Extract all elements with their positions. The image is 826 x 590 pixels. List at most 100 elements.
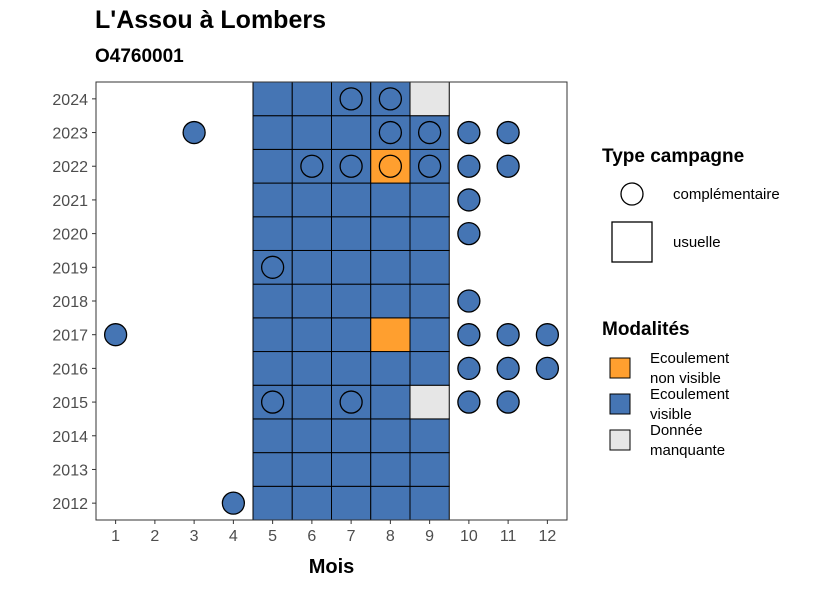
tile-2020-5 (252, 216, 293, 251)
tile-2012-8 (370, 485, 411, 521)
tile-2014-8 (370, 418, 411, 454)
x-tick-label: 2 (150, 528, 159, 545)
tile-2013-7 (331, 452, 372, 487)
tile-2020-6 (291, 216, 332, 251)
point-2022-6 (300, 154, 324, 178)
x-tick-label: 10 (460, 528, 478, 545)
tile-2013-5 (252, 452, 293, 487)
tile-2012-6 (291, 485, 332, 521)
chart-title: L'Assou à Lombers (95, 6, 326, 34)
point-2017-10 (457, 323, 481, 347)
tile-2019-6 (291, 249, 332, 285)
legend-modalites-title: Modalités (602, 319, 690, 340)
tile-2018-9 (409, 283, 450, 319)
tile-2017-5 (252, 317, 293, 353)
tile-2024-5 (252, 81, 293, 117)
x-tick-label: 5 (268, 528, 277, 545)
point-2022-11 (496, 154, 520, 178)
point-2024-8 (378, 87, 403, 111)
legend-type-title: Type campagne (602, 146, 744, 167)
point-2023-9 (417, 120, 442, 145)
y-tick-label: 2018 (52, 294, 88, 311)
x-tick-label: 9 (425, 528, 434, 545)
point-2022-7 (339, 154, 363, 178)
point-2017-11 (496, 323, 520, 347)
tile-2012-9 (409, 485, 450, 521)
tile-2021-6 (291, 182, 332, 218)
tile-2016-8 (370, 351, 411, 386)
point-2015-11 (496, 390, 520, 414)
point-2022-8 (378, 154, 403, 178)
point-2012-4 (221, 491, 246, 515)
legend-type-label: complémentaire (673, 186, 780, 203)
legend-layer: Type campagne complémentaire usuelle Modali… (602, 146, 780, 459)
legend-modalite-label: visible (650, 406, 692, 423)
tile-2020-9 (409, 216, 450, 251)
tile-2017-7 (331, 317, 372, 353)
tile-2016-9 (409, 351, 450, 386)
y-tick-label: 2021 (52, 193, 88, 210)
legend-circle-key (620, 182, 644, 206)
point-2020-10 (457, 221, 481, 246)
chart-subtitle: O4760001 (95, 46, 184, 67)
tile-2015-9 (409, 384, 450, 420)
x-tick-label: 4 (229, 528, 238, 545)
point-2016-10 (457, 356, 481, 381)
tile-2019-7 (331, 249, 372, 285)
point-2019-5 (260, 255, 285, 279)
y-tick-label: 2016 (52, 361, 88, 378)
point-2016-12 (535, 356, 560, 381)
tile-2012-7 (331, 485, 372, 521)
x-axis-title: Mois (309, 556, 355, 578)
tile-2015-6 (291, 384, 332, 420)
tile-2019-8 (370, 249, 411, 285)
tile-2017-9 (409, 317, 450, 353)
tile-2018-5 (252, 283, 293, 319)
legend-modalite-label: Ecoulement (650, 386, 730, 403)
x-tick-label: 8 (386, 528, 395, 545)
axes-layer: 1 2 3 4 5 6 7 8 9 10 11 122012201320142015201620172… (52, 92, 556, 578)
tile-2014-6 (291, 418, 332, 454)
point-2016-11 (496, 356, 520, 381)
x-tick-label: 11 (500, 528, 517, 545)
point-2018-10 (457, 289, 481, 313)
tile-2024-6 (291, 81, 332, 117)
tile-2012-5 (252, 485, 293, 521)
tile-2017-6 (291, 317, 332, 353)
tile-2014-5 (252, 418, 293, 454)
y-tick-label: 2024 (52, 92, 88, 109)
tile-2020-7 (331, 216, 372, 251)
tile-2015-8 (370, 384, 411, 420)
point-2022-10 (457, 154, 481, 178)
tile-2013-9 (409, 452, 450, 487)
y-tick-label: 2020 (52, 227, 88, 244)
tile-2018-6 (291, 283, 332, 319)
y-tick-label: 2017 (52, 328, 88, 345)
y-tick-label: 2023 (52, 126, 88, 143)
tile-2021-5 (252, 182, 293, 218)
legend-modalite-label: Ecoulement (650, 350, 730, 367)
tile-2014-7 (331, 418, 372, 454)
legend-modalite-key (609, 357, 631, 379)
tile-2023-7 (331, 115, 372, 150)
tile-2016-7 (331, 351, 372, 386)
y-tick-label: 2015 (52, 395, 88, 412)
tile-2017-8 (370, 317, 411, 353)
y-tick-label: 2022 (52, 159, 88, 176)
tile-2013-8 (370, 452, 411, 487)
tile-2016-6 (291, 351, 332, 386)
tile-2022-5 (252, 148, 293, 184)
point-2017-12 (535, 323, 560, 347)
legend-modalite-label: manquante (650, 442, 725, 459)
point-2024-7 (339, 87, 363, 111)
points-layer (103, 87, 560, 515)
tile-2021-8 (370, 182, 411, 218)
tile-2021-9 (409, 182, 450, 218)
tile-2023-5 (252, 115, 293, 150)
tile-2023-6 (291, 115, 332, 150)
tile-2014-9 (409, 418, 450, 454)
point-2022-9 (417, 154, 442, 178)
point-2023-3 (182, 120, 206, 145)
point-2023-10 (457, 120, 481, 145)
